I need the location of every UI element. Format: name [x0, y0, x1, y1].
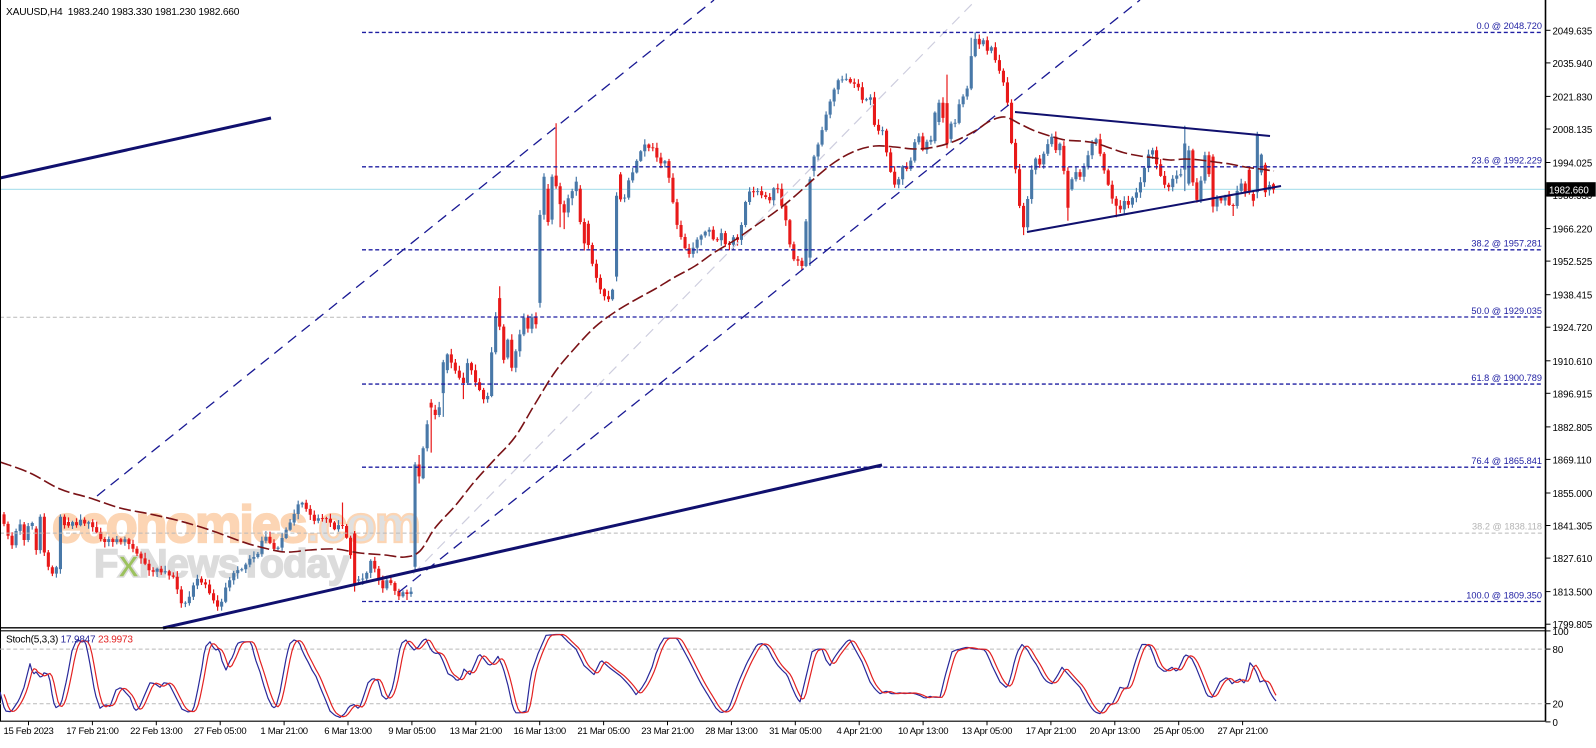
svg-text:2049.635: 2049.635 — [1553, 26, 1593, 37]
svg-text:10 Apr 13:00: 10 Apr 13:00 — [898, 726, 948, 737]
svg-text:2021.830: 2021.830 — [1553, 92, 1593, 103]
svg-text:17 Feb 21:00: 17 Feb 21:00 — [66, 726, 118, 737]
svg-text:1827.610: 1827.610 — [1553, 554, 1593, 565]
svg-text:16 Mar 13:00: 16 Mar 13:00 — [514, 726, 566, 737]
svg-text:50.0 @ 1929.035: 50.0 @ 1929.035 — [1471, 306, 1542, 316]
svg-text:2035.940: 2035.940 — [1553, 59, 1593, 70]
svg-text:0.0 @ 2048.720: 0.0 @ 2048.720 — [1476, 21, 1542, 31]
svg-text:6 Mar 13:00: 6 Mar 13:00 — [324, 726, 371, 737]
svg-text:9 Mar 05:00: 9 Mar 05:00 — [388, 726, 435, 737]
svg-text:21 Mar 05:00: 21 Mar 05:00 — [577, 726, 629, 737]
svg-text:13 Mar 21:00: 13 Mar 21:00 — [450, 726, 502, 737]
svg-text:20 Apr 13:00: 20 Apr 13:00 — [1090, 726, 1140, 737]
svg-text:1980.330: 1980.330 — [1553, 191, 1593, 202]
svg-text:61.8 @ 1900.789: 61.8 @ 1900.789 — [1471, 373, 1542, 383]
svg-text:1855.000: 1855.000 — [1553, 489, 1593, 500]
svg-text:23.6 @ 1992.229: 23.6 @ 1992.229 — [1471, 156, 1542, 166]
svg-text:23 Mar 21:00: 23 Mar 21:00 — [641, 726, 693, 737]
svg-text:1841.305: 1841.305 — [1553, 522, 1593, 533]
svg-text:100.0 @ 1809.350: 100.0 @ 1809.350 — [1466, 590, 1542, 600]
svg-text:25 Apr 05:00: 25 Apr 05:00 — [1154, 726, 1204, 737]
svg-text:4 Apr 21:00: 4 Apr 21:00 — [837, 726, 882, 737]
svg-text:17 Apr 21:00: 17 Apr 21:00 — [1026, 726, 1076, 737]
svg-text:80: 80 — [1553, 645, 1564, 656]
svg-text:1994.025: 1994.025 — [1553, 159, 1593, 170]
svg-text:XAUUSD,H4 1983.240 1983.330 1: XAUUSD,H4 1983.240 1983.330 1981.230 198… — [6, 7, 240, 18]
svg-text:1966.220: 1966.220 — [1553, 225, 1593, 236]
svg-text:1896.915: 1896.915 — [1553, 389, 1593, 400]
svg-text:1924.720: 1924.720 — [1553, 323, 1593, 334]
svg-text:31 Mar 05:00: 31 Mar 05:00 — [769, 726, 821, 737]
svg-text:1882.805: 1882.805 — [1553, 423, 1593, 434]
svg-text:15 Feb 2023: 15 Feb 2023 — [3, 726, 53, 737]
svg-text:1813.500: 1813.500 — [1553, 588, 1593, 599]
svg-text:1799.805: 1799.805 — [1553, 620, 1593, 631]
svg-text:Stoch(5,3,3) 17.9847 23.9973: Stoch(5,3,3) 17.9847 23.9973 — [6, 635, 133, 646]
svg-text:1982.660: 1982.660 — [1549, 186, 1589, 197]
svg-text:20: 20 — [1553, 700, 1564, 711]
svg-text:2008.135: 2008.135 — [1553, 125, 1593, 136]
svg-text:1952.525: 1952.525 — [1553, 257, 1593, 268]
svg-text:22 Feb 13:00: 22 Feb 13:00 — [130, 726, 182, 737]
svg-text:13 Apr 05:00: 13 Apr 05:00 — [962, 726, 1012, 737]
svg-text:38.2 @ 1957.281: 38.2 @ 1957.281 — [1471, 239, 1542, 249]
svg-text:1910.610: 1910.610 — [1553, 357, 1593, 368]
svg-text:1869.110: 1869.110 — [1553, 455, 1593, 466]
svg-text:38.2 @ 1838.118: 38.2 @ 1838.118 — [1472, 522, 1542, 532]
svg-text:100: 100 — [1553, 627, 1570, 638]
svg-text:1 Mar 21:00: 1 Mar 21:00 — [260, 726, 307, 737]
svg-text:76.4 @ 1865.841: 76.4 @ 1865.841 — [1471, 456, 1542, 466]
svg-text:FxNewsToday: FxNewsToday — [94, 542, 351, 586]
svg-text:economies.com: economies.com — [52, 496, 419, 554]
svg-text:27 Feb 05:00: 27 Feb 05:00 — [194, 726, 246, 737]
svg-text:0: 0 — [1553, 718, 1559, 729]
svg-text:28 Mar 13:00: 28 Mar 13:00 — [705, 726, 757, 737]
svg-text:27 Apr 21:00: 27 Apr 21:00 — [1217, 726, 1267, 737]
svg-text:1938.415: 1938.415 — [1553, 291, 1593, 302]
